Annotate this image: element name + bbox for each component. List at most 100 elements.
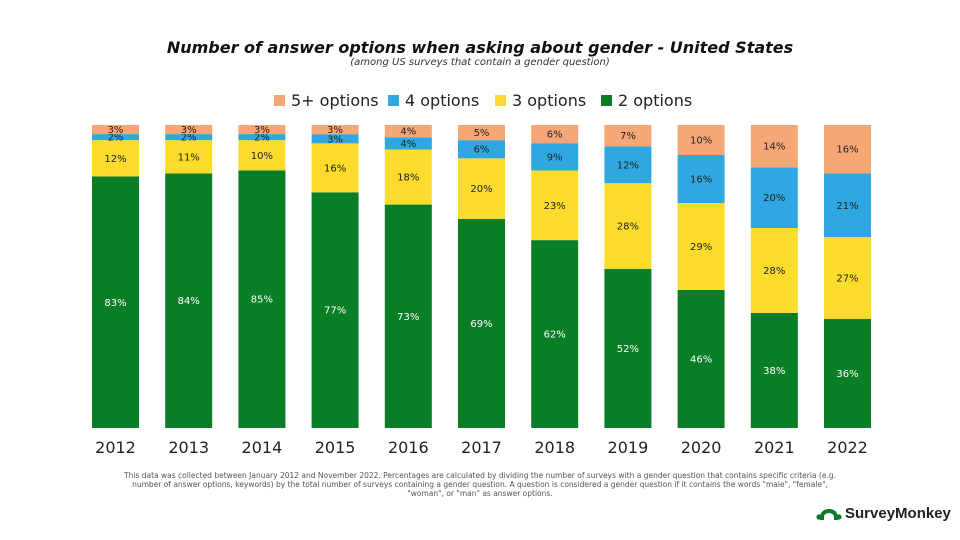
x-tick-label-2013: 2013	[168, 438, 209, 457]
data-label-2-options-2016: 73%	[397, 312, 419, 323]
bar-segment-5plus-options-2017	[458, 125, 505, 141]
data-label-2-options-2013: 84%	[178, 296, 200, 307]
x-tick-label-2014: 2014	[242, 438, 283, 457]
bar-segment-4-options-2014	[238, 134, 286, 141]
bar-segment-5plus-options-2014	[238, 125, 286, 135]
legend-swatch-5plus-options	[274, 95, 285, 106]
bar-segment-4-options-2020	[677, 155, 725, 203]
bar-segment-4-options-2017	[458, 140, 505, 159]
legend-swatch-2-options	[601, 95, 612, 106]
bar-segment-4-options-2021	[750, 167, 798, 229]
bar-segment-4-options-2015	[311, 134, 359, 144]
bar-segment-2-options-2013	[165, 173, 213, 428]
x-axis-labels: 2012 2013 2014 2015 2016 2017 2018 2019 2020 2021…	[95, 438, 868, 457]
bar-segment-5plus-options-2012	[92, 125, 139, 135]
bar-segment-3-options-2022	[824, 237, 871, 319]
brand-name: SurveyMonkey	[845, 505, 951, 522]
bar-segment-5plus-options-2016	[384, 125, 432, 138]
data-label-4-options-2015: 3%	[327, 134, 343, 145]
data-label-3-options-2016: 18%	[397, 173, 419, 184]
surveymonkey-logo: SurveyMonkey	[816, 505, 951, 522]
chart-subtitle: (among US surveys that contain a gender …	[350, 57, 610, 68]
bar-segment-4-options-2018	[531, 143, 579, 171]
data-label-3-options-2013: 11%	[178, 152, 200, 163]
bar-segment-2-options-2016	[384, 204, 432, 428]
data-label-2-options-2022: 36%	[836, 369, 858, 380]
data-label-5plus-options-2022: 16%	[836, 145, 858, 156]
data-label-5plus-options-2021: 14%	[763, 142, 785, 153]
bar-segment-4-options-2016	[384, 137, 432, 150]
data-label-5plus-options-2018: 6%	[547, 130, 563, 141]
data-label-3-options-2014: 10%	[251, 151, 273, 162]
data-label-2-options-2014: 85%	[251, 295, 273, 306]
data-label-5plus-options-2020: 10%	[690, 136, 712, 147]
data-label-4-options-2012: 2%	[108, 133, 124, 144]
data-label-3-options-2018: 23%	[544, 201, 566, 212]
data-label-4-options-2017: 6%	[474, 145, 490, 156]
chart-title: Number of answer options when asking abo…	[166, 38, 794, 57]
bars: 83%12%2%3%84%11%2%3%85%10%2%3%77%16%3%3%…	[92, 125, 871, 428]
bar-segment-5plus-options-2020	[677, 125, 725, 155]
data-label-4-options-2020: 16%	[690, 175, 712, 186]
legend-label-2-options: 2 options	[618, 91, 692, 110]
bar-segment-4-options-2022	[824, 173, 871, 238]
data-label-4-options-2014: 2%	[254, 133, 270, 144]
x-tick-label-2016: 2016	[388, 438, 429, 457]
bar-segment-2-options-2019	[604, 268, 652, 428]
bar-segment-5plus-options-2021	[750, 125, 798, 168]
bar-segment-3-options-2020	[677, 203, 725, 290]
bar-segment-2-options-2022	[824, 318, 871, 428]
legend: 5+ options 4 options 3 options 2 options	[274, 91, 692, 110]
legend-label-5plus-options: 5+ options	[291, 91, 379, 110]
bar-segment-5plus-options-2019	[604, 125, 652, 147]
x-tick-label-2019: 2019	[608, 438, 649, 457]
bar-segment-3-options-2017	[458, 158, 505, 219]
legend-swatch-4-options	[388, 95, 399, 106]
legend-swatch-3-options	[495, 95, 506, 106]
data-label-3-options-2020: 29%	[690, 242, 712, 253]
footnote: This data was collected between January …	[124, 471, 836, 498]
data-label-5plus-options-2015: 3%	[327, 125, 343, 136]
bar-segment-4-options-2012	[92, 134, 139, 141]
bar-segment-3-options-2021	[750, 228, 798, 313]
data-label-4-options-2016: 4%	[400, 139, 416, 150]
bar-segment-2-options-2015	[311, 192, 359, 428]
x-tick-label-2021: 2021	[754, 438, 795, 457]
bar-segment-2-options-2018	[531, 240, 579, 428]
x-tick-label-2020: 2020	[681, 438, 722, 457]
data-label-4-options-2021: 20%	[763, 193, 785, 204]
data-label-3-options-2015: 16%	[324, 163, 346, 174]
bar-segment-3-options-2018	[531, 170, 579, 241]
bar-segment-2-options-2020	[677, 290, 725, 428]
data-label-3-options-2017: 20%	[470, 184, 492, 195]
bar-segment-2-options-2021	[750, 312, 798, 428]
data-label-5plus-options-2019: 7%	[620, 131, 636, 142]
data-label-5plus-options-2013: 3%	[181, 125, 197, 136]
legend-label-3-options: 3 options	[512, 91, 586, 110]
x-tick-label-2012: 2012	[95, 438, 136, 457]
data-label-2-options-2019: 52%	[617, 344, 639, 355]
data-label-3-options-2019: 28%	[617, 222, 639, 233]
bar-segment-5plus-options-2018	[531, 125, 579, 144]
data-label-5plus-options-2012: 3%	[108, 125, 124, 136]
data-label-3-options-2022: 27%	[836, 274, 858, 285]
x-tick-label-2018: 2018	[534, 438, 575, 457]
data-label-5plus-options-2014: 3%	[254, 125, 270, 136]
x-tick-label-2022: 2022	[827, 438, 868, 457]
data-label-2-options-2012: 83%	[104, 298, 126, 309]
legend-label-4-options: 4 options	[405, 91, 479, 110]
bar-segment-2-options-2012	[92, 176, 139, 428]
data-label-2-options-2020: 46%	[690, 355, 712, 366]
data-label-4-options-2022: 21%	[836, 201, 858, 212]
bar-segment-2-options-2017	[458, 218, 505, 428]
data-label-2-options-2015: 77%	[324, 306, 346, 317]
data-label-5plus-options-2017: 5%	[474, 128, 490, 139]
bar-segment-3-options-2016	[384, 149, 432, 205]
bar-segment-5plus-options-2013	[165, 125, 213, 135]
bar-segment-3-options-2019	[604, 183, 652, 269]
bar-segment-3-options-2012	[92, 140, 139, 177]
x-tick-label-2015: 2015	[315, 438, 356, 457]
bar-segment-3-options-2013	[165, 140, 213, 174]
data-label-2-options-2017: 69%	[470, 319, 492, 330]
data-label-3-options-2012: 12%	[104, 154, 126, 165]
